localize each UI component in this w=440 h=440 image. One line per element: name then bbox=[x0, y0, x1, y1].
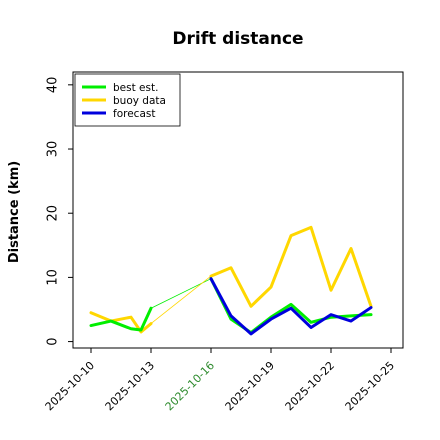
y-tick-label: 40 bbox=[46, 77, 61, 94]
series-line-best-est bbox=[209, 277, 373, 335]
series-line-buoy-data bbox=[89, 311, 153, 334]
x-tick-label: 2025-10-22 bbox=[283, 359, 337, 413]
plot-frame bbox=[72, 71, 404, 349]
y-tick-label: 20 bbox=[46, 205, 61, 222]
series-line-buoy-data bbox=[209, 225, 373, 308]
y-axis: 0 10 20 30 40 bbox=[46, 77, 73, 346]
x-tick-label: 2025-10-13 bbox=[103, 359, 157, 413]
series-line-forecast bbox=[209, 277, 373, 336]
y-tick-label: 30 bbox=[46, 141, 61, 158]
series-line-best-est bbox=[89, 306, 153, 332]
x-axis: 2025-10-10 2025-10-13 2025-10-16 2025-10-19… bbox=[43, 348, 397, 413]
gap-connector-line bbox=[150, 275, 212, 324]
y-tick-label: 0 bbox=[46, 337, 61, 345]
y-axis-label: Distance (km) bbox=[7, 161, 22, 263]
legend-label: forecast bbox=[113, 108, 155, 120]
legend-label: buoy data bbox=[113, 95, 166, 107]
x-tick-label: 2025-10-25 bbox=[343, 359, 397, 413]
x-tick-label: 2025-10-19 bbox=[223, 359, 277, 413]
x-tick-label: 2025-10-16 bbox=[163, 359, 217, 413]
x-tick-label: 2025-10-10 bbox=[43, 359, 97, 413]
y-tick-label: 10 bbox=[46, 269, 61, 286]
series-layer bbox=[89, 225, 373, 336]
legend-label: best est. bbox=[113, 82, 158, 94]
chart-title: Drift distance bbox=[172, 29, 303, 49]
